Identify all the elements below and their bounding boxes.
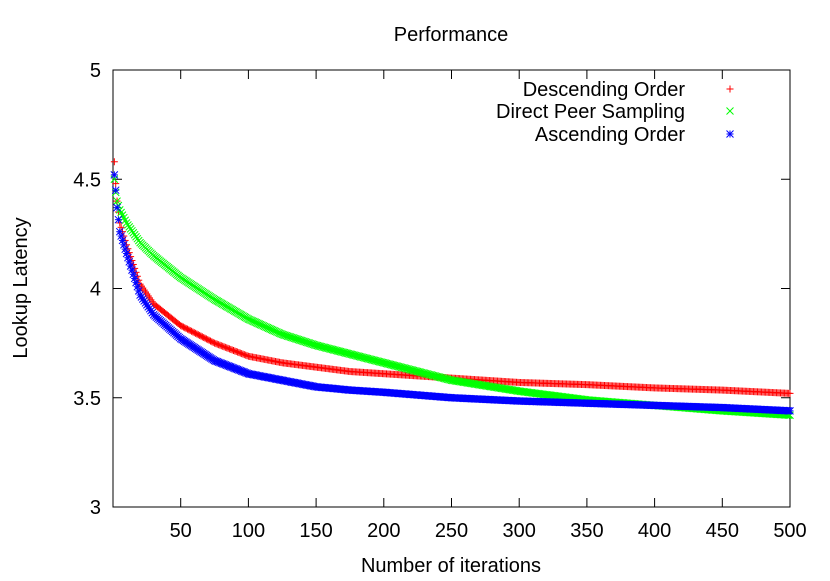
series-direct-peer-sampling <box>111 176 794 419</box>
x-axis: 50 100 150 200 250 300 350 400 450 500 <box>170 70 807 542</box>
data-point <box>115 216 122 223</box>
series-layer <box>111 158 794 418</box>
y-tick-label: 3.5 <box>73 388 101 410</box>
y-tick-label: 3 <box>90 497 101 519</box>
x-tick-label: 300 <box>503 520 536 542</box>
x-tick-label: 500 <box>773 520 806 542</box>
legend-label-ascending-order: Ascending Order <box>535 124 685 146</box>
y-axis-label: Lookup Latency <box>10 217 32 358</box>
x-tick-label: 50 <box>170 520 192 542</box>
data-point <box>112 187 119 194</box>
x-axis-label: Number of iterations <box>361 555 541 577</box>
x-tick-label: 200 <box>367 520 400 542</box>
data-point <box>114 204 121 211</box>
x-tick-label: 450 <box>706 520 739 542</box>
x-tick-label: 400 <box>638 520 671 542</box>
x-tick-label: 150 <box>299 520 332 542</box>
x-tick-label: 350 <box>570 520 603 542</box>
data-point <box>787 407 794 414</box>
legend-label-direct-peer-sampling: Direct Peer Sampling <box>496 101 685 123</box>
y-tick-label: 4 <box>90 279 101 301</box>
x-tick-label: 100 <box>232 520 265 542</box>
plot-area <box>113 70 790 507</box>
legend-marker-ascending-order <box>727 131 734 138</box>
y-tick-label: 5 <box>90 60 101 82</box>
legend-label-descending-order: Descending Order <box>523 79 686 101</box>
legend-marker-descending-order <box>727 86 734 93</box>
legend-marker-direct-peer-sampling <box>727 108 734 115</box>
data-point <box>111 171 118 178</box>
chart-title: Performance <box>394 24 509 46</box>
data-point <box>111 158 118 165</box>
x-tick-label: 250 <box>435 520 468 542</box>
y-tick-label: 4.5 <box>73 169 101 191</box>
